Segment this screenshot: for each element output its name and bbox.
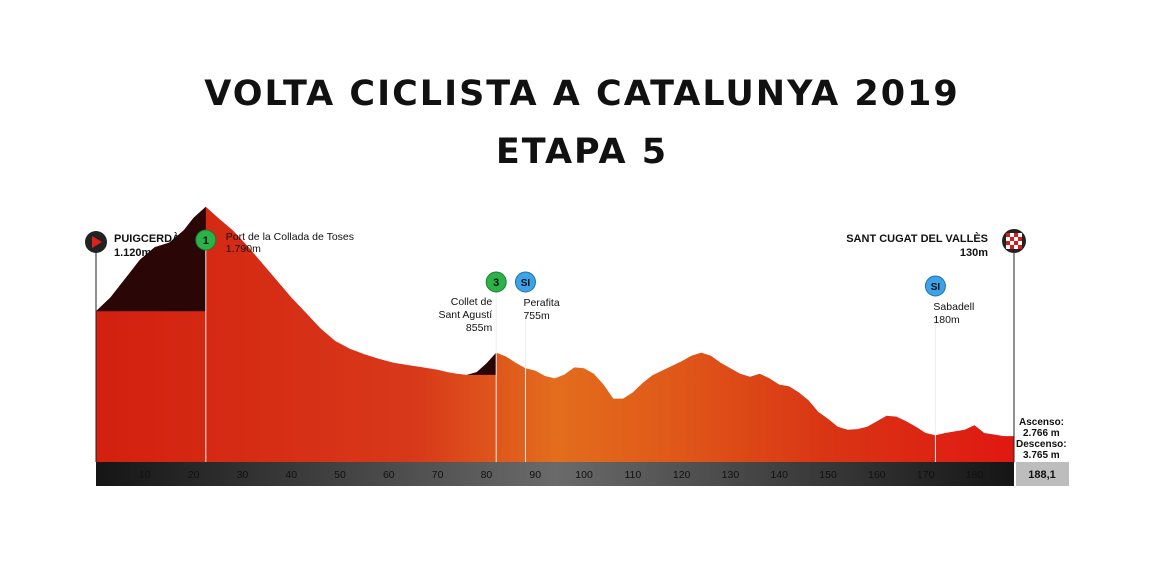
sprint-icon <box>514 271 536 293</box>
finish-check-cell <box>1006 233 1010 237</box>
x-tick-label: 100 <box>575 469 593 481</box>
kom-icon <box>195 229 217 251</box>
sprint-elevation: 180m <box>933 314 960 326</box>
finish-check-cell <box>1010 241 1014 245</box>
x-tick-label: 150 <box>819 469 837 481</box>
x-tick-label: 30 <box>237 469 249 481</box>
start-arrow-icon <box>92 236 102 248</box>
total-distance-box <box>1016 462 1069 486</box>
kom-category: 3 <box>493 277 499 289</box>
ascent-label: Ascenso: <box>1019 417 1064 428</box>
finish-flag-icon <box>1002 229 1026 253</box>
kom-elevation: 855m <box>466 322 493 334</box>
x-tick-label: 60 <box>383 469 395 481</box>
kom-icon <box>485 271 507 293</box>
page-subtitle: ETAPA 5 <box>495 132 669 172</box>
descent-label: Descenso: <box>1016 439 1067 450</box>
finish-check-cell <box>1006 245 1010 249</box>
x-tick-label: 90 <box>529 469 541 481</box>
kom-name-line: Collet de <box>451 296 493 308</box>
kom-name-line: Sant Agustí <box>438 309 492 321</box>
x-tick-label: 130 <box>722 469 740 481</box>
kom-name: Port de la Collada de Toses <box>226 231 354 243</box>
sprint-badge: SI <box>931 282 941 293</box>
finish-check-cell <box>1014 241 1018 245</box>
start-elevation: 1.120m <box>114 247 152 259</box>
page-title: VOLTA CICLISTA A CATALUNYA 2019 <box>204 74 960 114</box>
finish-check-cell <box>1014 245 1018 249</box>
x-tick-label: 160 <box>868 469 886 481</box>
sprint-badge: SI <box>521 278 531 289</box>
finish-check-cell <box>1010 245 1014 249</box>
finish-town-name: SANT CUGAT DEL VALLÈS <box>846 232 988 245</box>
x-tick-label: 20 <box>188 469 200 481</box>
x-tick-label: 70 <box>432 469 444 481</box>
distance-axis <box>96 462 1014 486</box>
descent-value: 3.765 m <box>1023 450 1060 461</box>
x-tick-label: 180 <box>966 469 984 481</box>
x-tick-label: 10 <box>139 469 151 481</box>
finish-check-cell <box>1010 233 1014 237</box>
x-tick-label: 140 <box>770 469 788 481</box>
climb-section-sant-agusti <box>466 352 497 375</box>
sprint-name: Sabadell <box>933 301 974 313</box>
elevation-profile <box>96 206 1014 462</box>
finish-check-cell <box>1018 237 1022 241</box>
finish-check-cell <box>1010 237 1014 241</box>
x-tick-label: 120 <box>673 469 691 481</box>
x-tick-label: 170 <box>917 469 935 481</box>
sprint-elevation: 755m <box>523 310 550 322</box>
finish-check-cell <box>1018 233 1022 237</box>
start-town-name: PUIGCERDÀ <box>114 232 180 245</box>
finish-check-cell <box>1018 241 1022 245</box>
x-tick-label: 50 <box>334 469 346 481</box>
finish-check-cell <box>1006 237 1010 241</box>
kom-elevation: 1.790m <box>226 243 261 255</box>
x-tick-label: 110 <box>624 469 641 481</box>
climb-section-collada-de-toses <box>96 206 206 312</box>
ascent-value: 2.766 m <box>1023 428 1060 439</box>
kom-category: 1 <box>203 235 209 247</box>
finish-elevation: 130m <box>960 247 988 259</box>
sprint-name: Perafita <box>523 297 559 309</box>
finish-check-cell <box>1006 241 1010 245</box>
finish-check-cell <box>1014 233 1018 237</box>
finish-check-cell <box>1014 237 1018 241</box>
total-distance-label: 188,1 <box>1028 469 1056 481</box>
x-tick-label: 40 <box>285 469 297 481</box>
sprint-icon <box>924 275 946 297</box>
finish-check-cell <box>1018 245 1022 249</box>
x-tick-label: 80 <box>481 469 493 481</box>
